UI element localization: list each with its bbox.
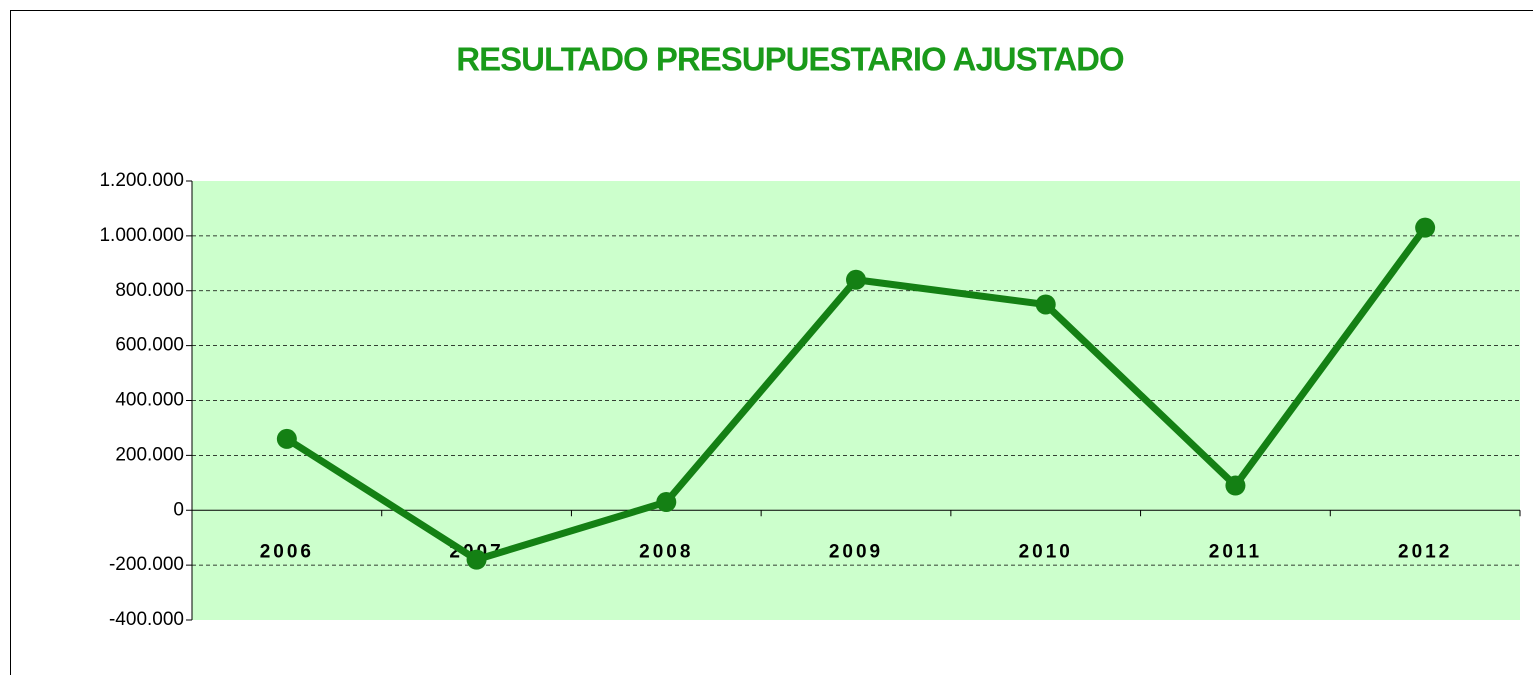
x-tick-label: 2009 bbox=[829, 541, 883, 562]
x-tick-label: 2010 bbox=[1019, 541, 1073, 562]
data-point bbox=[466, 549, 487, 570]
y-tick-label: -200.000 bbox=[109, 554, 184, 575]
y-tick-label: -400.000 bbox=[109, 609, 184, 630]
data-point bbox=[1035, 294, 1056, 315]
x-tick-label: 2006 bbox=[260, 541, 314, 562]
x-tick-label: 2008 bbox=[639, 541, 693, 562]
data-point bbox=[276, 428, 297, 449]
data-point bbox=[846, 269, 866, 290]
data-point bbox=[1225, 475, 1246, 496]
x-tick-label: 2012 bbox=[1398, 541, 1452, 562]
data-point bbox=[1415, 217, 1436, 238]
y-tick-label: 0 bbox=[173, 499, 184, 520]
chart-title: RESULTADO PRESUPUESTARIO AJUSTADO bbox=[456, 41, 1124, 78]
y-tick-label: 400.000 bbox=[115, 390, 184, 411]
data-point bbox=[656, 492, 677, 513]
y-tick-label: 1.200.000 bbox=[99, 170, 184, 191]
y-tick-label: 600.000 bbox=[115, 335, 184, 356]
x-tick-label: 2011 bbox=[1209, 541, 1262, 562]
y-tick-label: 200.000 bbox=[115, 444, 184, 465]
y-tick-label: 800.000 bbox=[115, 280, 184, 301]
y-tick-label: 1.000.000 bbox=[99, 225, 184, 246]
